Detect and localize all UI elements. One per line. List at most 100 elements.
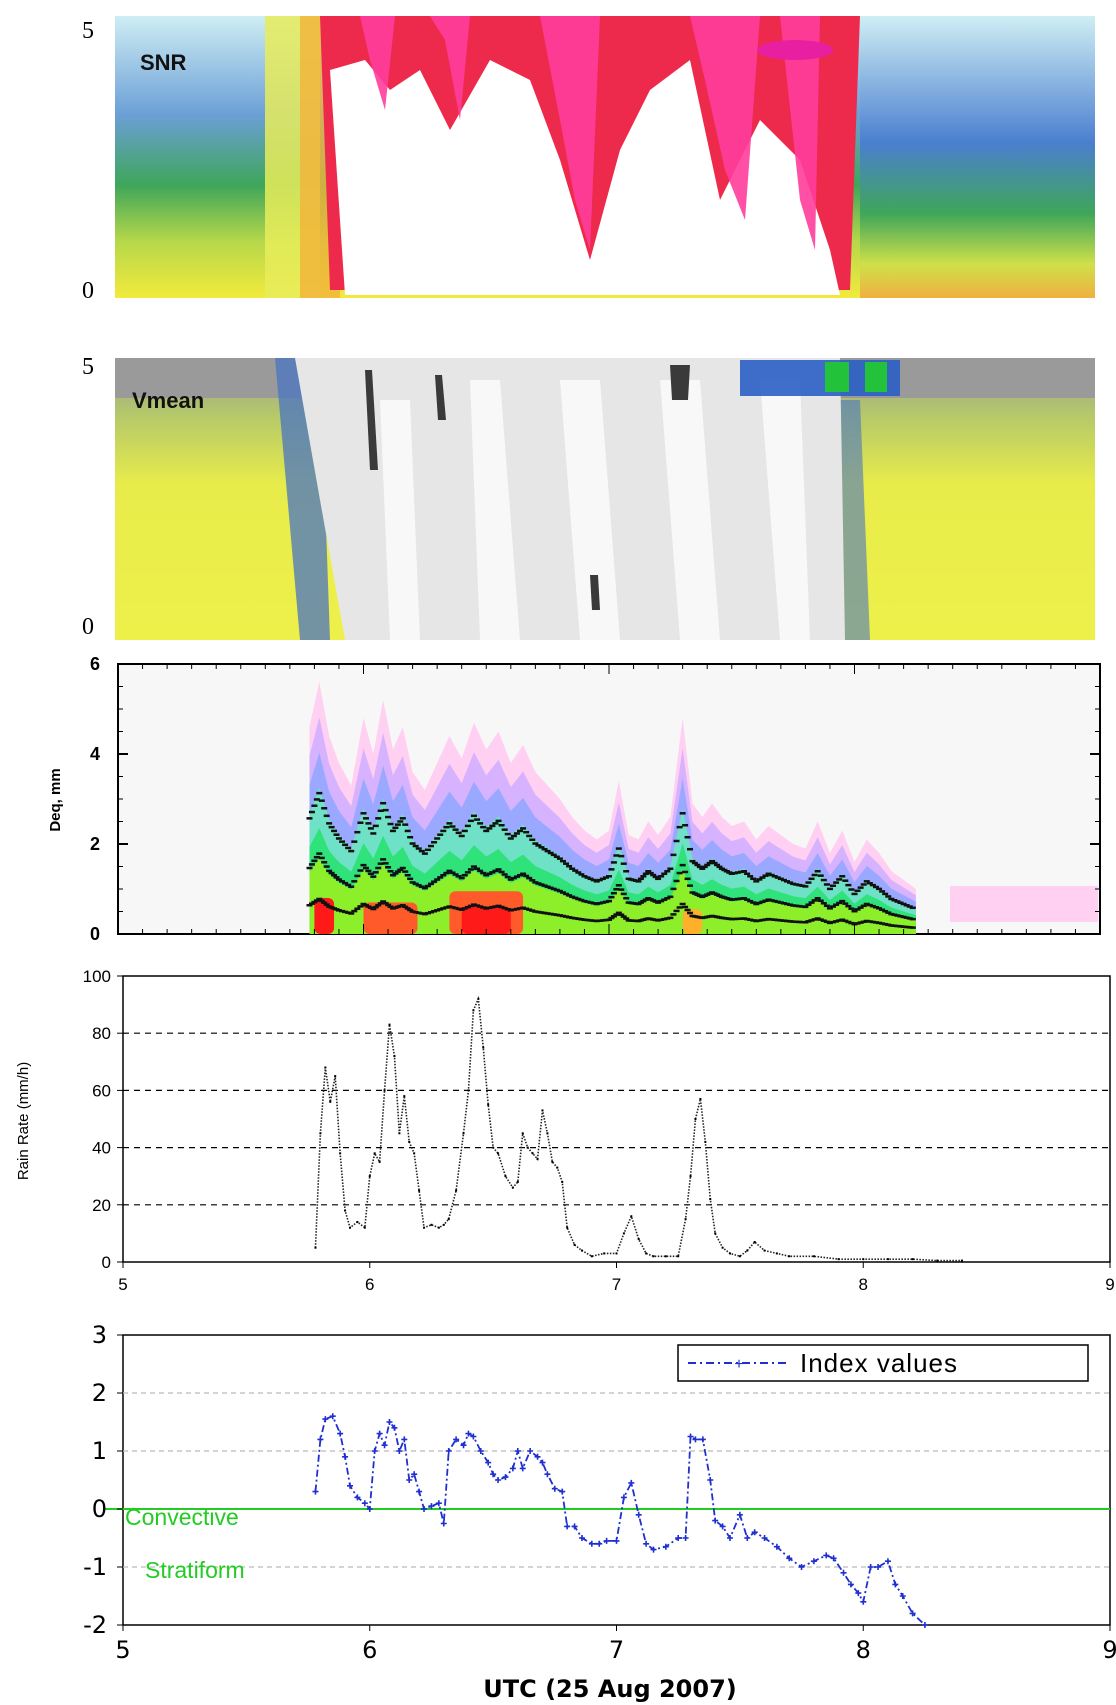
index-point-marker (539, 1459, 546, 1466)
deq-quantile-dot (365, 869, 372, 873)
rain-ytick-label: 20 (92, 1196, 111, 1215)
index-point-marker (435, 1500, 442, 1507)
deq-quantile-dot (443, 825, 450, 829)
index-point-marker (391, 1424, 398, 1431)
deq-quantile-dot (308, 863, 315, 866)
deq-quantile-dot (470, 814, 477, 818)
rain-rate-point (383, 1089, 386, 1092)
rain-series (314, 995, 963, 1262)
deq-quantile-dot (640, 875, 647, 878)
deq-quantile-dot (385, 903, 392, 907)
deq-quantile-dot (661, 917, 668, 921)
deq-quantile-dot (535, 882, 542, 885)
deq-quantile-dot (348, 912, 355, 915)
rain-rate-point (413, 1152, 416, 1155)
deq-quantile-dot (771, 899, 778, 903)
deq-quantile-dot (443, 906, 450, 909)
deq-quantile-dot (507, 878, 514, 881)
index-point-marker (509, 1465, 516, 1472)
rain-rate-point (566, 1226, 569, 1229)
index-point-marker (578, 1535, 585, 1541)
deq-quantile-dot (696, 865, 703, 869)
deq-quantile-dot (486, 827, 493, 830)
deq-quantile-dot (489, 905, 496, 909)
deq-quantile-dot (486, 906, 493, 910)
deq-quantile-dot (446, 822, 453, 825)
snr-magenta-spot (757, 40, 833, 60)
deq-quantile-dot (699, 867, 706, 870)
deq-quantile-dot (520, 827, 527, 830)
deq-quantile-dot (731, 871, 738, 875)
index-point-marker (830, 1555, 837, 1562)
deq-quantile-dot (362, 866, 369, 870)
deq-quantile-dot (723, 870, 730, 873)
deq-quantile-dot (492, 822, 499, 825)
rain-rate-point (664, 1255, 667, 1258)
rain-rate-point (378, 1160, 381, 1163)
deq-quantile-dot (399, 817, 406, 820)
deq-quantile-dot (556, 914, 563, 917)
deq-quantile-dot (863, 902, 870, 906)
snr-label: SNR (140, 50, 187, 75)
deq-quantile-dot (402, 905, 409, 909)
rain-rate-point (531, 1152, 534, 1155)
deq-quantile-dot (458, 908, 465, 911)
deq-quantile-dot (610, 891, 617, 895)
deq-quantile-dot (900, 925, 907, 928)
deq-quantile-dot (664, 870, 671, 873)
deq-quantile-dot (443, 871, 450, 875)
deq-quantile-dot (345, 883, 352, 887)
deq-quantile-dot (357, 821, 364, 824)
deq-quantile-dot (618, 888, 625, 891)
deq-quantile-dot (876, 921, 883, 925)
rain-rate-point (699, 1097, 702, 1100)
deq-quantile-dot (544, 912, 551, 915)
deq-quantile-dot (615, 847, 622, 850)
deq-quantile-dot (842, 919, 849, 923)
index-point-marker (465, 1430, 472, 1437)
rain-rate-point (911, 1258, 914, 1261)
rain-rate-point (455, 1189, 458, 1192)
index-point-marker (588, 1540, 595, 1547)
rain-rate-point (551, 1160, 554, 1163)
deq-quantile-dot (842, 879, 849, 882)
deq-quantile-dot (581, 918, 588, 922)
deq-quantile-dot (900, 902, 907, 906)
rain-rate-point (324, 1066, 327, 1069)
index-point-marker (440, 1520, 447, 1527)
deq-quantile-dot (753, 919, 760, 923)
deq-quantile-dot (872, 921, 879, 924)
deq-quantile-dot (682, 905, 689, 909)
deq-quantile-dot (318, 856, 325, 860)
deq-quantile-dot (480, 871, 487, 875)
deq-quantile-dot (520, 906, 527, 910)
deq-quantile-dot (504, 832, 511, 836)
deq-quantile-dot (504, 907, 511, 911)
deq-quantile-dot (684, 877, 691, 881)
rain-rate-point (603, 1252, 606, 1255)
deq-quantile-dot (464, 871, 471, 874)
deq-quantile-dot (741, 897, 748, 900)
deq-quantile-dot (375, 904, 382, 907)
deq-quantile-dot (513, 875, 520, 878)
deq-quantile-dot (365, 905, 372, 908)
deq-quantile-dot (547, 912, 554, 916)
deq-quantile-dot (826, 921, 833, 925)
deq-quantile-dot (547, 851, 554, 855)
rain-rate-point (314, 1246, 317, 1249)
deq-quantile-dot (342, 881, 349, 885)
deq-quantile-dot (532, 910, 539, 913)
deq-quantile-dot (658, 875, 665, 878)
deq-quantile-dot (587, 877, 594, 881)
deq-quantile-dot (897, 915, 904, 918)
deq-quantile-dot (747, 918, 754, 922)
deq-quantile-dot (756, 919, 763, 922)
index-point-marker (875, 1564, 882, 1570)
deq-quantile-dot (848, 888, 855, 891)
deq-quantile-dot (848, 921, 855, 925)
deq-quantile-dot (563, 915, 570, 918)
deq-quantile-dot (869, 883, 876, 887)
index-point-marker (707, 1477, 714, 1483)
deq-quantile-dot (805, 920, 812, 923)
rain-rate-point (403, 1095, 406, 1098)
